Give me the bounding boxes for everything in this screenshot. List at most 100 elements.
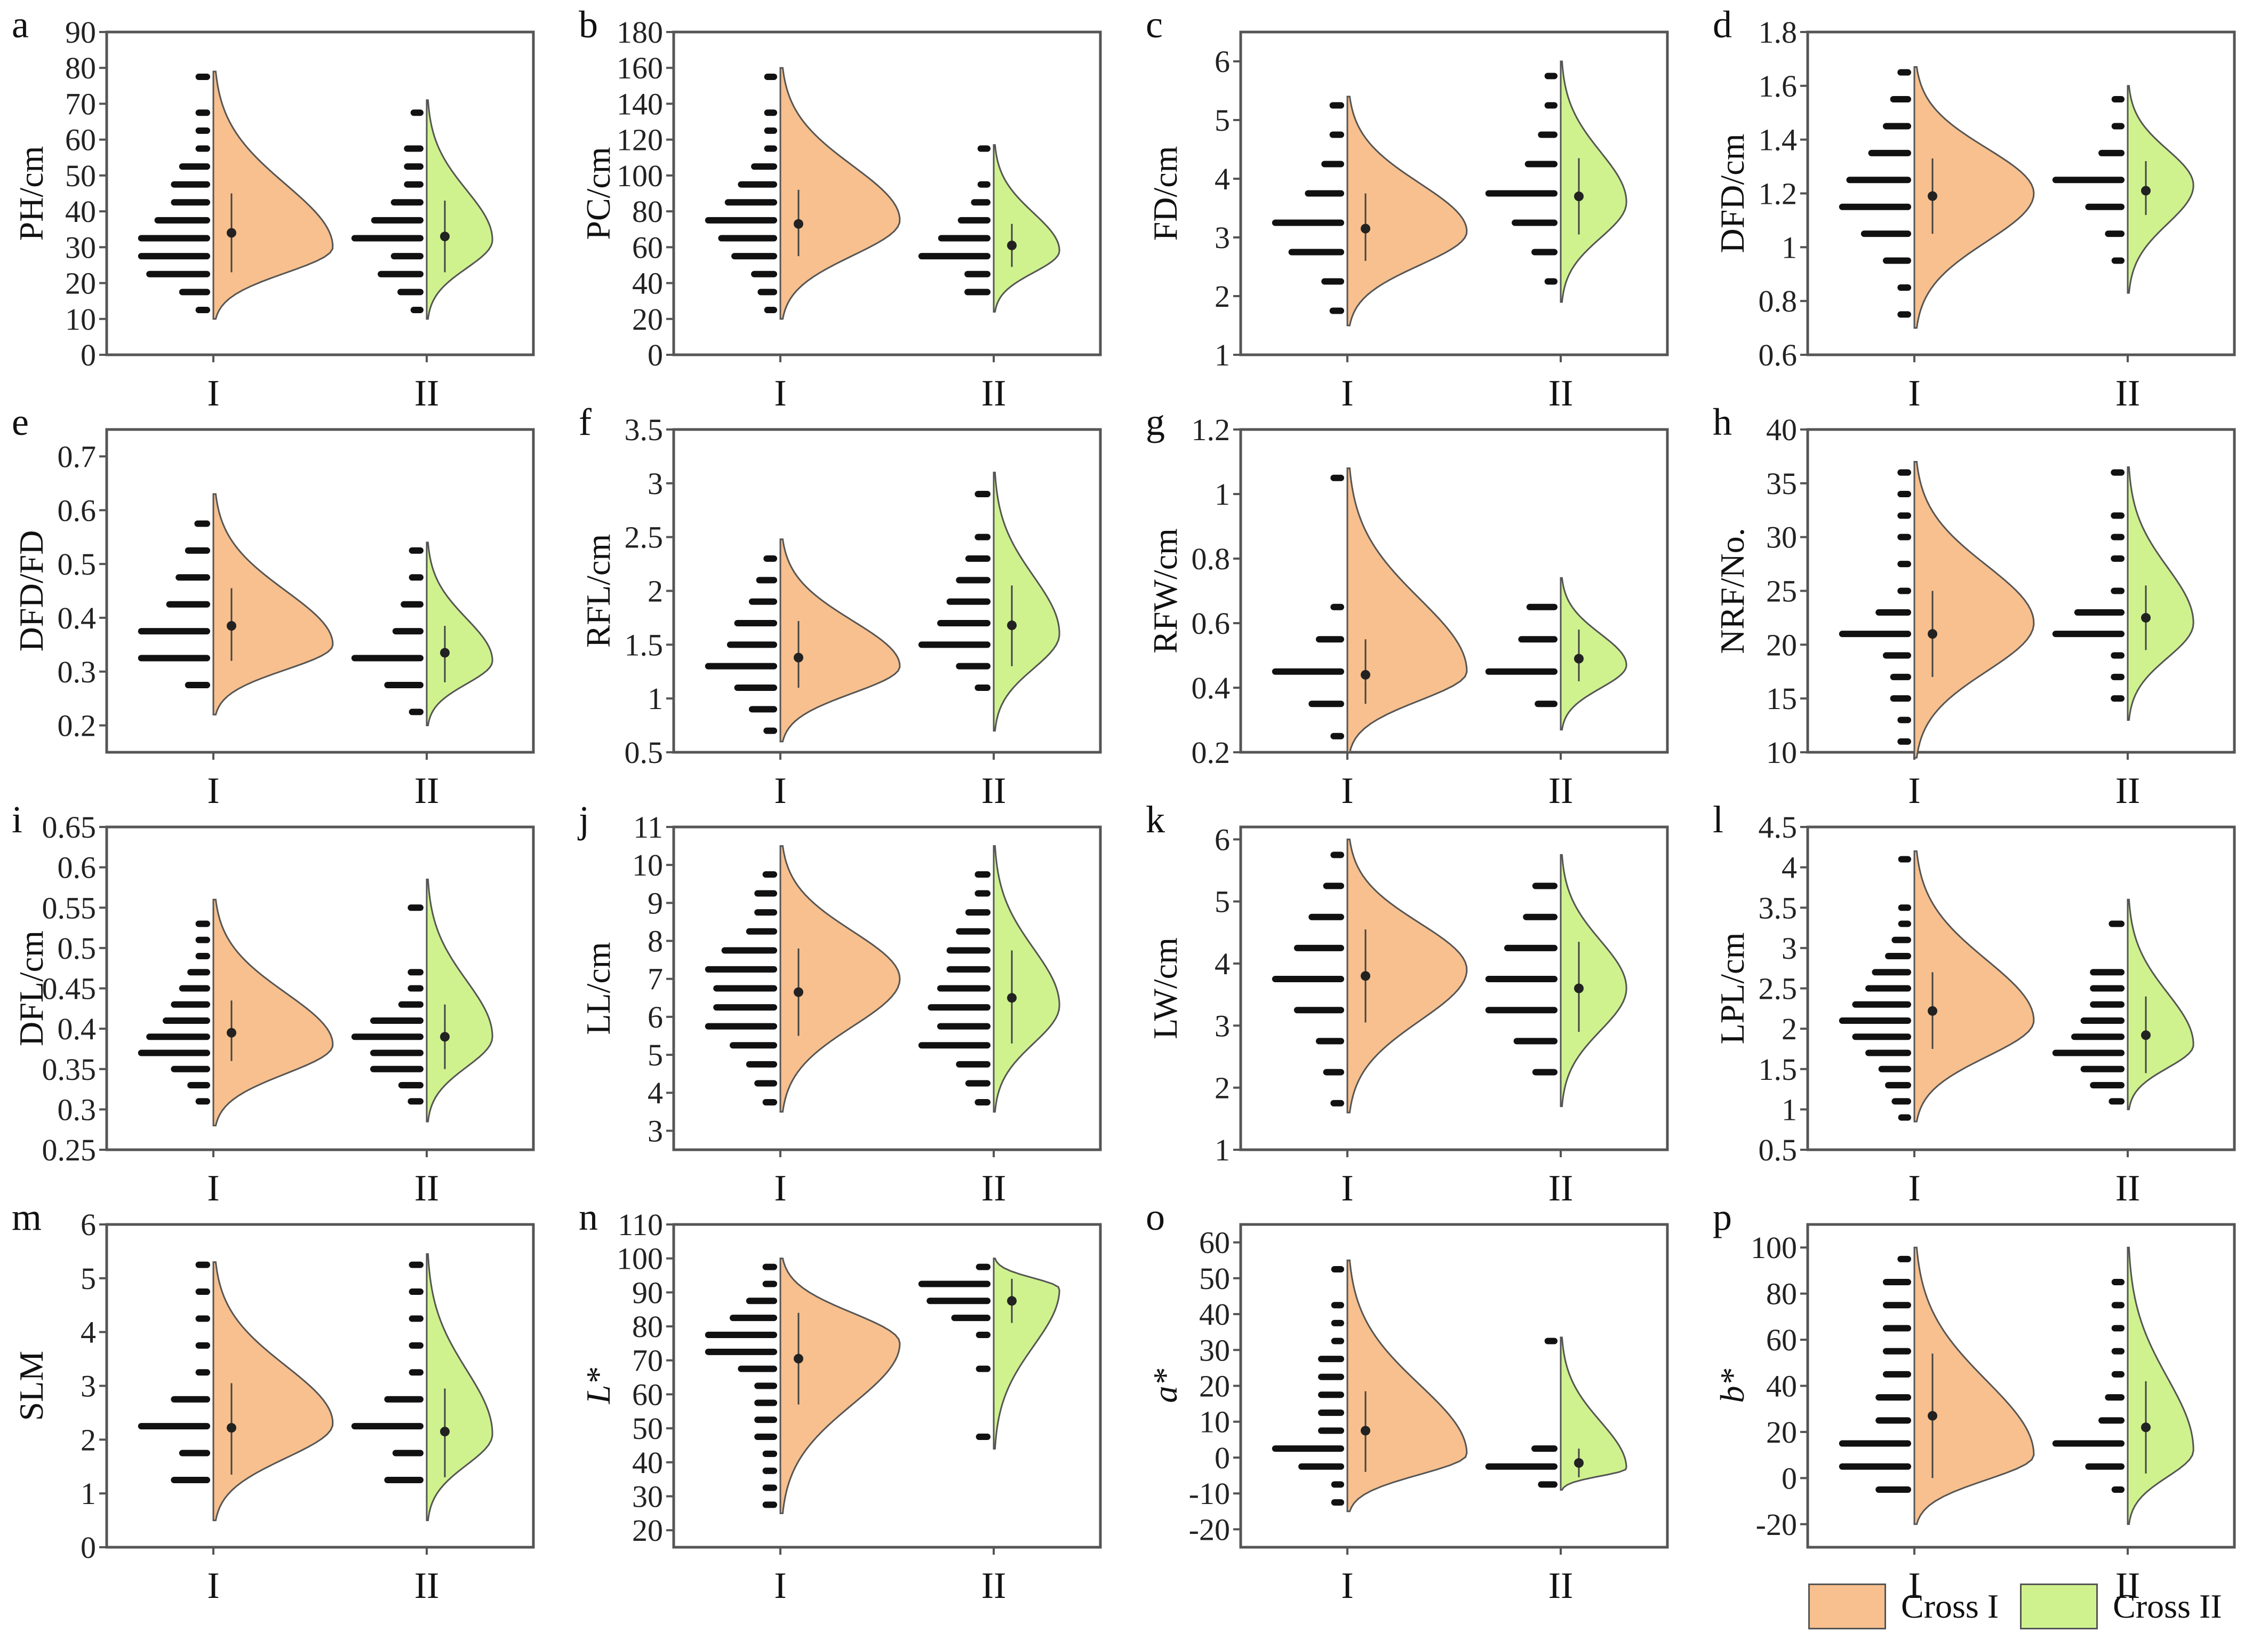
y-tick-label: 3.5	[625, 412, 664, 447]
mean-point	[794, 219, 803, 229]
y-tick-label: 0.2	[58, 709, 97, 743]
mean-point	[227, 621, 236, 631]
panel-label: g	[1146, 401, 1165, 443]
mean-point	[1574, 192, 1584, 201]
y-axis-label: DFD/FD	[12, 530, 50, 652]
y-tick-label: 1	[1215, 1133, 1230, 1167]
kde-half-violin	[2127, 466, 2194, 721]
y-axis-label: PH/cm	[12, 146, 50, 241]
kde-half-violin	[1560, 1336, 1627, 1491]
x-tick-label: II	[2115, 1168, 2141, 1209]
y-tick-label: 110	[618, 1207, 663, 1242]
kde-half-violin	[1913, 461, 2035, 759]
y-tick-label: 0.4	[1192, 671, 1231, 705]
x-tick-label: II	[981, 373, 1007, 414]
y-tick-label: 0.6	[58, 850, 97, 885]
y-tick-label: 0.4	[58, 601, 97, 635]
y-tick-label: 6	[1215, 44, 1230, 79]
kde-half-violin	[426, 878, 493, 1123]
y-tick-label: 60	[1199, 1226, 1230, 1260]
y-tick-label: 160	[617, 51, 663, 85]
y-tick-label: 40	[1766, 412, 1797, 447]
kde-half-violin	[1346, 467, 1468, 753]
x-tick-label: II	[1548, 770, 1574, 811]
panel-label: h	[1713, 401, 1732, 443]
mean-point	[1361, 670, 1370, 680]
y-axis-label: a*	[1146, 1369, 1184, 1403]
y-tick-label: 100	[617, 1242, 663, 1276]
x-tick-label: I	[1341, 373, 1353, 414]
legend-swatch-cross-i	[1808, 1584, 1886, 1629]
x-tick-label: I	[1908, 1565, 1920, 1606]
y-tick-label: 4	[1782, 850, 1797, 885]
mean-point	[1928, 629, 1937, 639]
y-axis-label: RFW/cm	[1146, 528, 1184, 654]
panel-label: n	[579, 1196, 598, 1238]
y-tick-label: 0.3	[58, 1092, 97, 1127]
y-tick-label: 180	[617, 15, 663, 50]
y-tick-label: 10	[632, 848, 663, 882]
y-tick-label: 80	[65, 51, 96, 85]
y-tick-label: 70	[632, 1343, 663, 1378]
panel-label: e	[12, 401, 29, 443]
mean-point	[227, 1028, 236, 1038]
y-tick-label: 20	[1766, 1415, 1797, 1450]
legend-label-cross-ii: Cross II	[2113, 1587, 2222, 1625]
mean-point	[2141, 612, 2151, 623]
mean-point	[794, 1354, 803, 1364]
plot-frame	[1239, 825, 1669, 1151]
y-tick-label: 0.8	[1759, 284, 1798, 319]
y-tick-label: 4.5	[1759, 810, 1798, 845]
y-tick-label: 80	[632, 1309, 663, 1344]
y-axis-label: RFL/cm	[579, 534, 617, 648]
y-tick-label: 0.6	[58, 493, 97, 528]
x-tick-label: I	[774, 1565, 786, 1606]
x-tick-label: I	[207, 770, 219, 811]
y-tick-label: 2.5	[625, 520, 664, 555]
y-tick-label: 40	[1766, 1369, 1797, 1404]
x-tick-label: I	[207, 373, 219, 414]
x-tick-label: I	[1341, 1565, 1353, 1606]
y-tick-label: 3	[1215, 1008, 1230, 1043]
legend-swatch-cross-ii	[2020, 1584, 2098, 1629]
y-tick-label: 35	[1766, 466, 1797, 501]
panel-label: m	[12, 1196, 42, 1238]
mean-point	[440, 232, 450, 242]
y-tick-label: 5	[1215, 103, 1230, 138]
x-tick-label: I	[774, 770, 786, 811]
panel-label: o	[1146, 1196, 1165, 1238]
y-tick-label: 0.2	[1192, 735, 1231, 770]
mean-point	[1928, 1006, 1937, 1016]
x-tick-label: II	[414, 373, 440, 414]
kde-half-violin	[993, 1258, 1060, 1450]
y-tick-label: 80	[632, 194, 663, 229]
kde-half-violin	[1346, 96, 1468, 327]
mean-point	[1361, 224, 1370, 234]
panel-label: k	[1146, 798, 1165, 841]
kde-half-violin	[993, 472, 1060, 732]
mean-point	[794, 653, 803, 663]
x-tick-label: II	[981, 770, 1007, 811]
y-tick-label: 5	[648, 1038, 663, 1072]
y-tick-label: 0	[1782, 1461, 1797, 1495]
kde-half-violin	[2127, 1246, 2194, 1525]
kde-half-violin	[1913, 850, 2035, 1123]
y-tick-label: 0.45	[42, 972, 97, 1006]
x-tick-label: II	[2115, 373, 2141, 414]
y-tick-label: 25	[1766, 574, 1797, 609]
x-tick-label: I	[207, 1168, 219, 1209]
y-tick-label: 1.2	[1192, 412, 1231, 447]
y-tick-label: 60	[65, 123, 96, 157]
x-tick-label: I	[774, 373, 786, 414]
kde-half-violin	[2127, 898, 2194, 1110]
panel-label: c	[1146, 3, 1163, 46]
y-tick-label: 80	[1766, 1277, 1797, 1311]
y-tick-label: 90	[632, 1275, 663, 1310]
y-tick-label: 40	[632, 266, 663, 301]
x-tick-label: II	[1548, 373, 1574, 414]
